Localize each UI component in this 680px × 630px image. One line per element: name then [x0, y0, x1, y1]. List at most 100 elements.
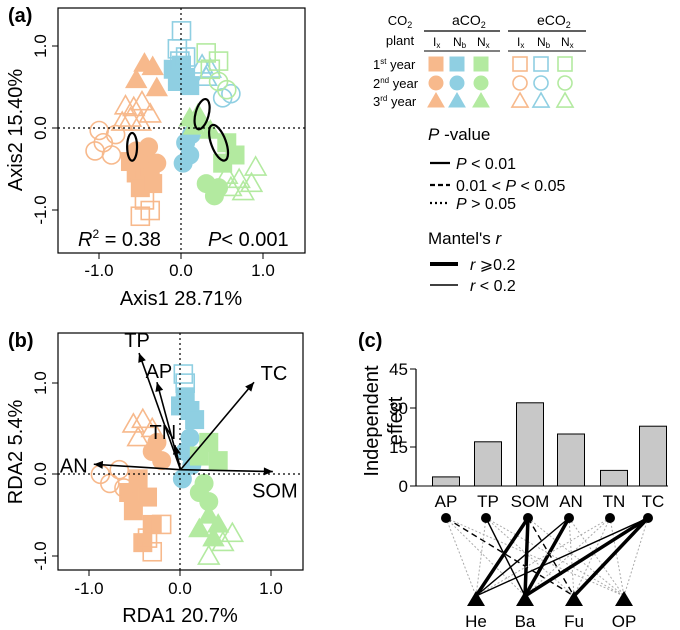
- legend-pvalue-solid: P < 0.01: [456, 156, 516, 173]
- legend-symbol-eco2: [512, 56, 528, 72]
- panel-c-response-label: OP: [612, 612, 637, 630]
- panel-b-point: [151, 514, 172, 535]
- panel-b-arrow-tp: [138, 352, 182, 470]
- panel-b-arrowhead: [263, 467, 273, 476]
- panel-b-point: [220, 521, 245, 543]
- panel-c-response-label: Fu: [564, 612, 584, 630]
- panel-c-link: [527, 517, 575, 597]
- panel-a-point: [239, 171, 264, 193]
- panel-c-link: [474, 517, 530, 597]
- panel-a-ylabel: Axis2 15.40%: [5, 69, 27, 192]
- panel-b-arrowhead: [172, 445, 181, 455]
- panel-a-point: [243, 155, 268, 176]
- panel-b-point: [172, 469, 192, 489]
- panel-b-ytick-0: 1.0: [31, 371, 50, 395]
- panel-c-link: [573, 517, 611, 597]
- panel-c-link: [445, 517, 625, 597]
- legend-symbol-eco2: [533, 75, 549, 91]
- panel-b-vector-label: TN: [150, 422, 177, 444]
- panel-a: (a) R2 = 0.38 P< 0.001 -1.0 0.0 1.0 1.0 …: [5, 5, 306, 310]
- panel-c-source-node: [481, 513, 491, 523]
- panel-b-point: [208, 451, 228, 471]
- panel-b-arrow-an: [93, 463, 181, 471]
- panel-b-vector-label: AN: [60, 455, 88, 477]
- legend-symbol-aco2: [427, 91, 445, 108]
- panel-b-arrowhead: [245, 382, 254, 392]
- panel-c-links: [445, 516, 650, 598]
- panel-b-arrowhead: [138, 353, 146, 363]
- panel-b-point: [123, 501, 143, 521]
- legend-column-heads: Ix Nb Nx Ix Nb Nx: [433, 35, 574, 50]
- legend-symbol-aco2: [473, 75, 489, 91]
- legend: CO2 plant aCO2 eCO2 Ix Nb Nx Ix Nb Nx 1s…: [373, 12, 586, 295]
- panel-b-point: [189, 446, 209, 466]
- panel-a-xlabel: Axis1 28.71%: [120, 288, 243, 310]
- panel-a-point: [125, 68, 148, 89]
- panel-b-point: [197, 544, 221, 565]
- panel-a-point: [130, 206, 151, 227]
- panel-b-point: [137, 528, 158, 548]
- panel-c-ytick-1: 30: [389, 399, 408, 418]
- panel-b-x-ticks: -1.0 0.0 1.0: [74, 570, 283, 598]
- panel-b-arrow-tc: [179, 381, 255, 471]
- panel-c-link: [523, 517, 571, 597]
- panel-b-arrowhead: [93, 460, 104, 469]
- panel-c-link: [609, 517, 625, 597]
- panel-c-source-node: [523, 513, 533, 523]
- panel-a-point: [101, 145, 122, 165]
- panel-a-point: [141, 55, 164, 76]
- panel-c-bar-tn: [600, 469, 628, 487]
- panel-a-point: [122, 95, 146, 117]
- legend-mantel-thin: r < 0.2: [470, 278, 516, 295]
- legend-year-1: 1st year: [373, 57, 416, 72]
- panel-c-link: [523, 517, 530, 597]
- panel-a-point: [128, 110, 153, 131]
- panel-c-ytick-0: 45: [389, 360, 408, 379]
- panel-a-ellipse: [207, 123, 230, 162]
- panel-c-source-node: [643, 513, 653, 523]
- panel-a-point: [173, 153, 193, 173]
- legend-eco2: eCO2: [537, 12, 571, 30]
- panel-b-ytick-2: -1.0: [31, 541, 50, 570]
- panel-a-point: [175, 47, 196, 67]
- svg-text:Nx: Nx: [477, 35, 490, 50]
- panel-b-point: [126, 425, 150, 447]
- legend-year-3: 3rd year: [373, 94, 417, 109]
- panel-b-point: [121, 412, 146, 433]
- panel-a-point: [130, 89, 154, 111]
- panel-c-category-label: TP: [477, 492, 499, 511]
- panel-b-xtick-1: 0.0: [168, 579, 192, 598]
- panel-c-ytick-3: 0: [399, 477, 408, 496]
- panel-a-point: [143, 174, 163, 194]
- panel-c-link: [568, 517, 575, 597]
- legend-year-labels: 1st year 2nd year 3rd year: [373, 57, 419, 109]
- panel-b-point: [180, 428, 200, 448]
- panel-b-point: [119, 483, 139, 503]
- panel-a-label: (a): [8, 5, 32, 27]
- panel-c-response-label: He: [465, 612, 487, 630]
- panel-a-point: [89, 120, 109, 141]
- panel-a-point: [170, 51, 190, 71]
- legend-symbol-aco2: [448, 91, 466, 108]
- legend-symbols: [427, 56, 575, 108]
- panel-c-category-label: AN: [559, 492, 583, 511]
- panel-c-y-ticks: 45 30 15 0: [389, 360, 416, 496]
- legend-pvalue-dashed: 0.01 < P < 0.05: [456, 178, 566, 195]
- panel-b-point: [175, 373, 196, 393]
- panel-b-points: [90, 364, 245, 565]
- panel-a-point: [140, 200, 161, 221]
- panel-b-point: [138, 487, 158, 507]
- panel-c-link: [475, 517, 487, 597]
- panel-c-category-label: SOM: [511, 492, 550, 511]
- panel-c-nodes: He Ba Fu OP: [441, 513, 653, 630]
- panel-c-link: [475, 517, 570, 597]
- legend-symbol-aco2: [472, 91, 490, 108]
- panel-b-point: [109, 459, 130, 480]
- panel-a-point: [145, 76, 169, 97]
- panel-a-stats-p: P< 0.001: [208, 229, 289, 251]
- panel-c-response-node: [516, 591, 534, 606]
- panel-b-vector-label: AP: [146, 361, 173, 383]
- panel-c-link: [485, 517, 526, 597]
- panel-c-response-node: [565, 591, 583, 606]
- panel-c-bar-ap: [432, 476, 460, 487]
